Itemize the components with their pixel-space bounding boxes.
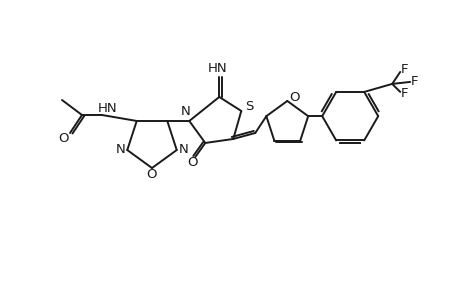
Text: F: F <box>400 87 407 101</box>
Text: N: N <box>180 106 190 118</box>
Text: HN: HN <box>207 62 227 76</box>
Text: O: O <box>187 157 197 169</box>
Text: S: S <box>245 100 253 113</box>
Text: N: N <box>115 142 125 155</box>
Text: N: N <box>179 142 188 155</box>
Text: O: O <box>146 169 157 182</box>
Text: F: F <box>400 63 407 76</box>
Text: O: O <box>59 131 69 145</box>
Text: F: F <box>409 75 417 88</box>
Text: O: O <box>288 92 299 104</box>
Text: HN: HN <box>98 101 118 115</box>
